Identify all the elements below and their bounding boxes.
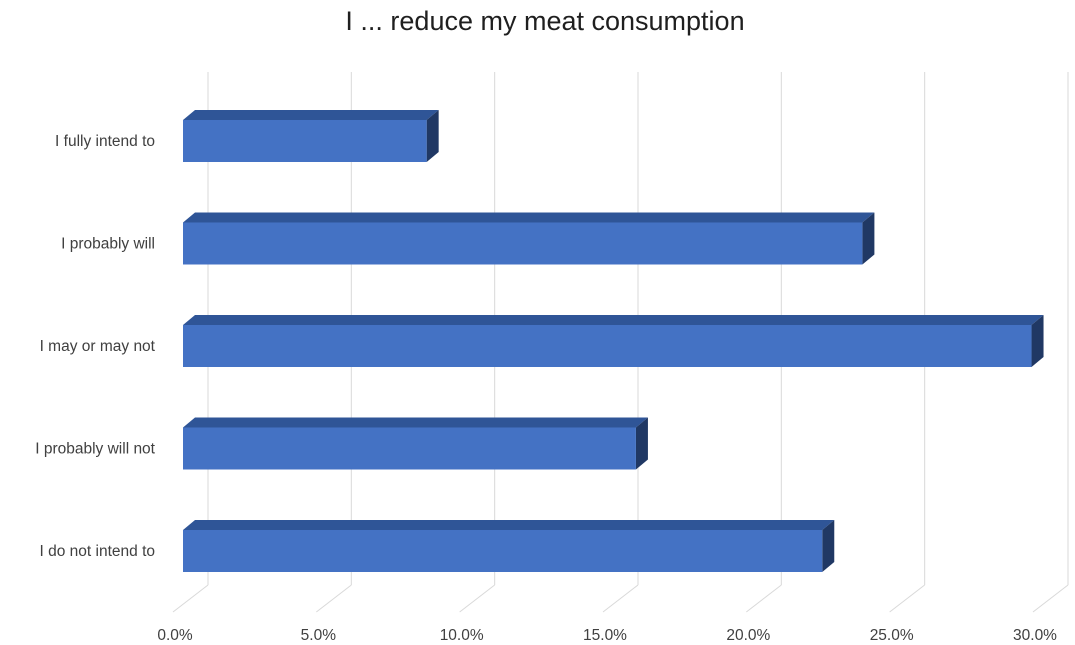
gridline-floor — [172, 584, 209, 613]
bar-top-face — [183, 212, 875, 223]
bar-side-face — [862, 212, 875, 265]
bar-top-face — [183, 520, 835, 530]
bar — [183, 315, 1044, 367]
x-tick-label: 20.0% — [726, 627, 770, 644]
bar-front-face — [183, 325, 1032, 367]
gridline-floor — [316, 584, 352, 613]
bar-top-face — [183, 315, 1044, 325]
bar-top-face — [183, 110, 439, 120]
category-label: I probably will — [61, 236, 155, 253]
gridline-floor — [1032, 584, 1069, 613]
bar-side-face — [822, 520, 835, 572]
gridline-floor — [459, 584, 495, 613]
bar — [183, 417, 648, 470]
gridline-floor — [602, 584, 639, 613]
x-tick-label: 0.0% — [157, 627, 193, 644]
bar-top-face — [183, 417, 648, 428]
bar-front-face — [183, 120, 427, 162]
bar — [183, 520, 835, 572]
x-tick-label: 15.0% — [583, 627, 627, 644]
x-tick-label: 25.0% — [870, 627, 914, 644]
x-tick-label: 10.0% — [440, 627, 484, 644]
category-labels: I fully intend to I probably will I may or… — [35, 133, 155, 560]
bar — [183, 212, 875, 265]
bar — [183, 110, 439, 162]
bar-front-face — [183, 530, 823, 572]
gridline-floor — [746, 584, 782, 613]
category-label: I fully intend to — [55, 133, 155, 150]
gridline-floor — [889, 584, 925, 613]
bar-side-face — [1031, 315, 1044, 367]
category-label: I may or may not — [40, 338, 156, 355]
bar-side-face — [426, 110, 439, 162]
bar-side-face — [635, 417, 648, 470]
x-tick-label: 5.0% — [301, 627, 337, 644]
bar-front-face — [183, 222, 863, 265]
category-label: I do not intend to — [40, 543, 155, 560]
bars — [183, 110, 1044, 572]
category-label: I probably will not — [35, 441, 155, 458]
x-tick-label: 30.0% — [1013, 627, 1057, 644]
chart-title: I ... reduce my meat consumption — [345, 6, 744, 36]
bar-front-face — [183, 427, 636, 470]
x-tick-labels: 0.0% 5.0% 10.0% 15.0% 20.0% 25.0% 30.0% — [157, 627, 1057, 644]
